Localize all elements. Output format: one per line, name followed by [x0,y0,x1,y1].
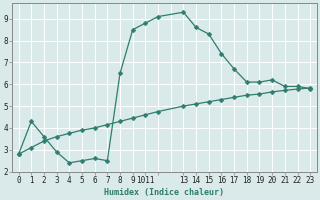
X-axis label: Humidex (Indice chaleur): Humidex (Indice chaleur) [104,188,224,197]
